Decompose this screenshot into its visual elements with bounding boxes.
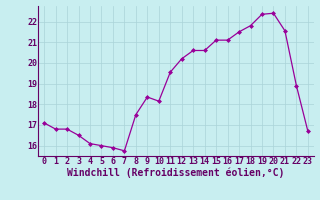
X-axis label: Windchill (Refroidissement éolien,°C): Windchill (Refroidissement éolien,°C): [67, 168, 285, 178]
